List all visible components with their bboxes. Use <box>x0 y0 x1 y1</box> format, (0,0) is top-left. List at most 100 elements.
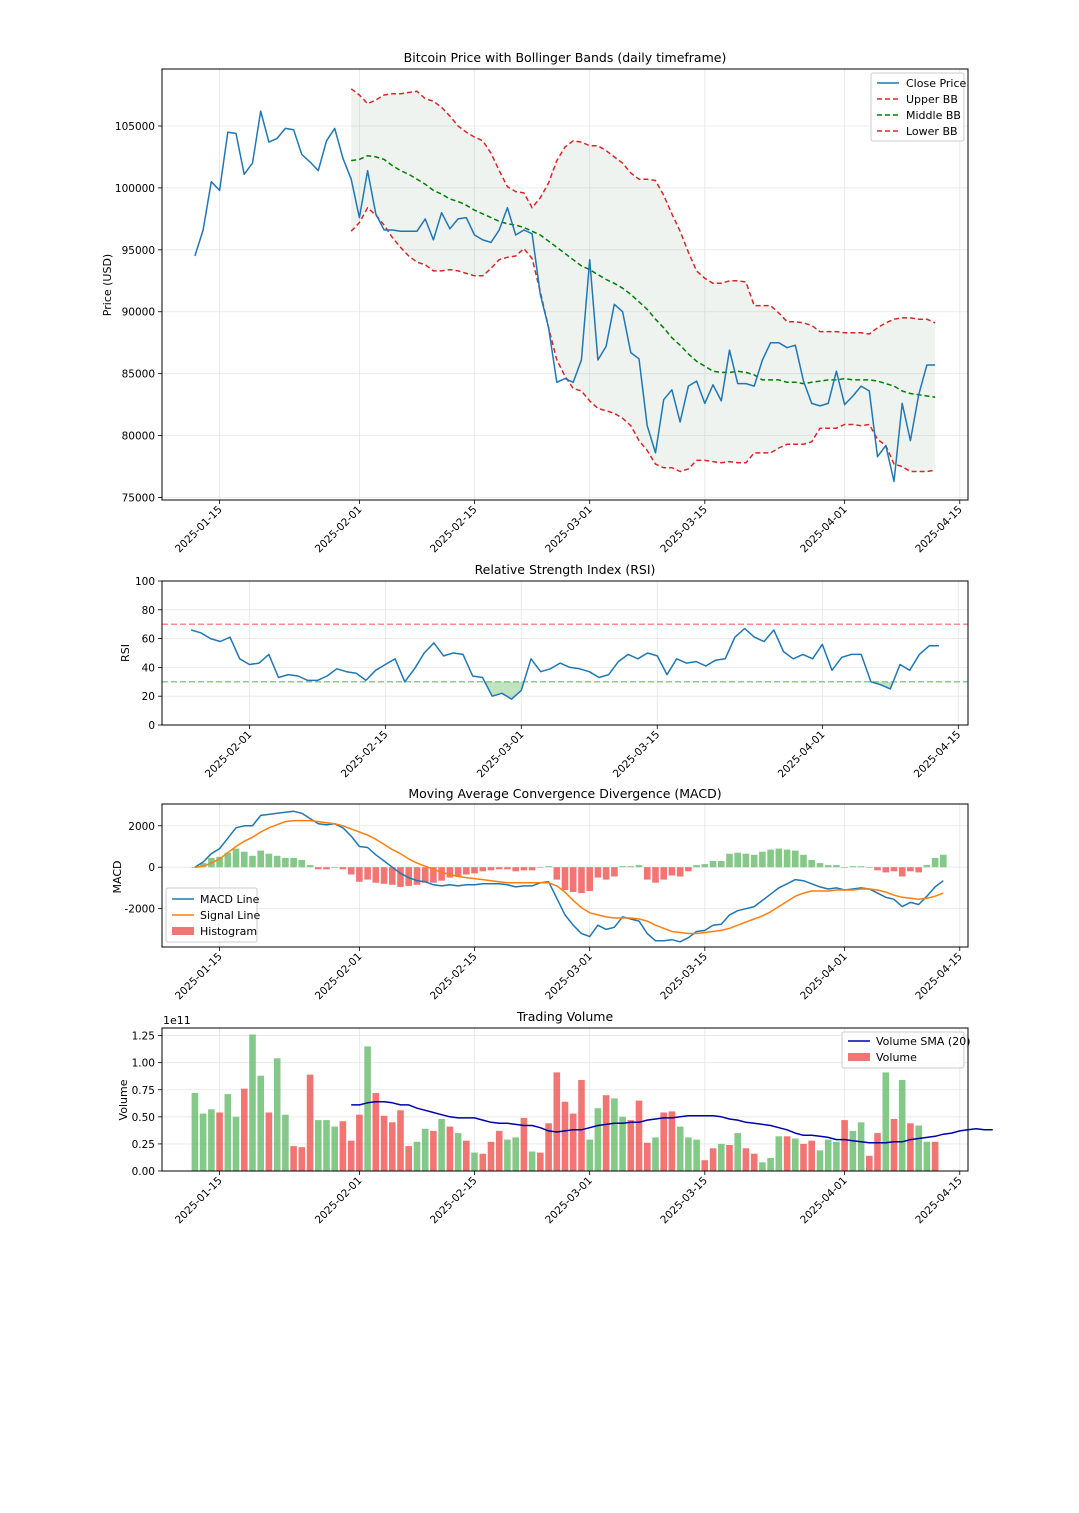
macd-histogram-bars <box>191 848 947 894</box>
volume-bar <box>800 1143 807 1171</box>
macd-histogram-bar <box>586 867 593 891</box>
volume-bar <box>495 1130 503 1171</box>
macd-histogram-bar <box>356 867 363 882</box>
volume-bar <box>660 1112 667 1171</box>
macd-chart-title: Moving Average Convergence Divergence (M… <box>408 786 721 801</box>
volume-bar <box>479 1153 487 1171</box>
macd-histogram-bar <box>528 867 536 871</box>
macd-histogram-bar <box>537 867 544 868</box>
macd-histogram-bar <box>619 866 626 868</box>
volume-bar <box>726 1145 733 1171</box>
rsi-y-axis-label: RSI <box>119 644 132 662</box>
volume-bar <box>866 1155 873 1171</box>
volume-bar <box>290 1146 297 1171</box>
macd-histogram-bar <box>644 867 651 880</box>
volume-bar <box>545 1123 552 1171</box>
legend-label-histogram: Histogram <box>200 925 257 938</box>
volume-bar <box>767 1158 774 1171</box>
volume-bar <box>421 1128 429 1172</box>
macd-histogram-bar <box>421 867 429 883</box>
macd-histogram-bar <box>685 867 692 872</box>
macd-histogram-bar <box>364 867 371 880</box>
volume-bar <box>931 1141 939 1172</box>
volume-bar <box>430 1130 437 1171</box>
volume-bar <box>487 1141 495 1172</box>
macd-histogram-bar <box>676 867 684 877</box>
macd-histogram-bar <box>495 867 503 870</box>
volume-bar <box>652 1137 659 1171</box>
volume-sma-line-group <box>351 1100 993 1144</box>
price-line-lower-bb <box>350 206 936 473</box>
macd-histogram-bar <box>331 867 338 868</box>
macd-line-macd-line <box>194 810 944 943</box>
macd-histogram-bar <box>290 857 297 868</box>
macd-histogram-bar <box>224 852 232 868</box>
macd-histogram-bar <box>504 867 511 870</box>
macd-histogram-bar <box>471 867 478 874</box>
macd-histogram-bar <box>857 866 865 868</box>
volume-bar <box>199 1113 207 1171</box>
volume-bar <box>693 1139 700 1171</box>
volume-bar <box>898 1080 906 1171</box>
macd-histogram-bar <box>520 867 528 871</box>
volume-bar <box>356 1114 363 1171</box>
macd-histogram-bar <box>446 867 454 878</box>
macd-histogram-bar <box>833 865 840 868</box>
volume-bar <box>446 1126 454 1171</box>
macd-histogram-bar <box>849 866 857 868</box>
legend-label-close-price: Close Price <box>906 77 967 90</box>
macd-histogram-bar <box>569 867 577 893</box>
volume-bar <box>734 1133 741 1171</box>
volume-bar <box>372 1093 380 1171</box>
macd-histogram-bar <box>306 865 314 868</box>
volume-bar <box>841 1120 848 1171</box>
macd-histogram-bar <box>734 852 741 868</box>
macd-histogram-bar <box>323 867 330 870</box>
rsi-y-tick-label: 80 <box>142 605 155 617</box>
volume-bar <box>685 1137 692 1171</box>
macd-histogram-bar <box>726 853 733 868</box>
macd-histogram-bar <box>265 853 273 868</box>
price-y-tick-label: 95000 <box>122 245 155 257</box>
volume-bar <box>627 1120 635 1171</box>
volume-chart-title: Trading Volume <box>516 1009 614 1024</box>
rsi-y-tick-label: 40 <box>142 662 155 674</box>
volume-bar <box>364 1046 371 1171</box>
macd-histogram-bar <box>701 864 709 868</box>
macd-histogram-bar <box>866 867 873 868</box>
macd-histogram-bar <box>874 867 881 871</box>
volume-bars <box>191 1034 939 1172</box>
macd-histogram-bar <box>594 867 602 878</box>
macd-histogram-bar <box>783 849 791 868</box>
macd-histogram-bar <box>479 867 487 872</box>
macd-histogram-bar <box>257 850 264 868</box>
macd-histogram-bar <box>430 867 437 883</box>
macd-histogram-bar <box>380 867 388 884</box>
volume-bar <box>520 1117 528 1171</box>
legend-label-lower-bb: Lower BB <box>906 125 958 138</box>
legend-label-volume: Volume <box>876 1051 917 1064</box>
macd-histogram-bar <box>890 867 898 872</box>
volume-bar <box>257 1075 264 1171</box>
volume-bar <box>537 1152 544 1171</box>
macd-histogram-bar <box>249 855 256 868</box>
volume-line-volume-sma-20 <box>351 1100 993 1144</box>
volume-bar <box>775 1136 783 1171</box>
macd-plot-frame <box>161 803 969 948</box>
volume-bar <box>602 1095 610 1171</box>
volume-bar <box>282 1114 289 1171</box>
macd-histogram-bar <box>545 866 552 868</box>
price-chart-title: Bitcoin Price with Bollinger Bands (dail… <box>404 50 727 65</box>
volume-bar <box>454 1133 462 1171</box>
volume-plot-frame <box>161 1027 969 1172</box>
volume-bar <box>561 1101 569 1171</box>
macd-histogram-bar <box>282 857 289 868</box>
macd-histogram-bar <box>824 865 832 868</box>
price-legend-box <box>870 72 965 142</box>
volume-bar <box>907 1123 914 1171</box>
macd-legend: MACD Line Signal Line Histogram <box>165 887 260 943</box>
legend-label-upper-bb: Upper BB <box>906 93 958 106</box>
macd-histogram-bar <box>800 854 807 868</box>
